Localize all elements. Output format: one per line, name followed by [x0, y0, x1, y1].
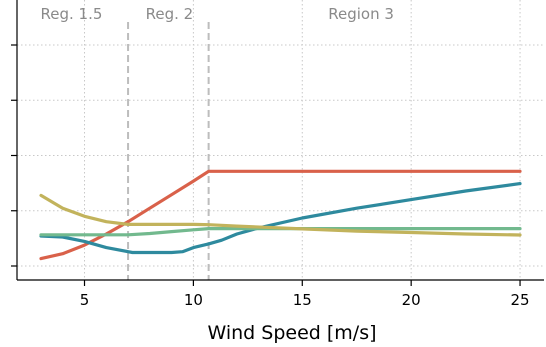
region-label: Reg. 2: [146, 5, 194, 23]
series-line-1: [39, 169, 522, 261]
x-tick-label: 10: [184, 291, 203, 309]
axis-layer: 5 10 15 20 25: [11, 0, 544, 309]
series-line-4: [39, 193, 522, 237]
series-layer: [39, 169, 522, 261]
x-tick-label: 15: [293, 291, 312, 309]
series-line-2: [39, 182, 522, 255]
region-layer: Reg. 1.5 Reg. 2 Region 3: [40, 5, 394, 280]
x-tick-label: 20: [402, 291, 421, 309]
x-tick-label: 25: [510, 291, 529, 309]
x-tick-label: 5: [80, 291, 90, 309]
x-axis-title: Wind Speed [m/s]: [207, 322, 376, 344]
region-label: Reg. 1.5: [40, 5, 102, 23]
region-label: Region 3: [328, 5, 394, 23]
